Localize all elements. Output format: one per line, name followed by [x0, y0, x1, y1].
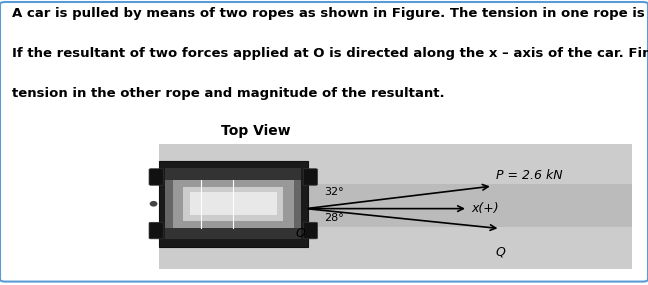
Bar [165, 168, 301, 180]
Text: Q: Q [496, 246, 505, 259]
FancyBboxPatch shape [303, 222, 318, 239]
FancyBboxPatch shape [303, 169, 318, 185]
Text: If the resultant of two forces applied at O is directed along the x – axis of th: If the resultant of two forces applied a… [12, 47, 648, 60]
Text: x(+): x(+) [471, 202, 499, 215]
Bar [165, 168, 301, 239]
Bar [159, 161, 308, 247]
Text: 28°: 28° [324, 213, 343, 223]
Text: O: O [295, 227, 306, 240]
Bar [173, 180, 294, 228]
Bar [159, 144, 632, 269]
Text: Top View: Top View [221, 124, 291, 138]
Text: A car is pulled by means of two ropes as shown in Figure. The tension in one rop: A car is pulled by means of two ropes as… [12, 7, 648, 20]
Text: tension in the other rope and magnitude of the resultant.: tension in the other rope and magnitude … [12, 87, 445, 100]
Text: P = 2.6 kN: P = 2.6 kN [496, 169, 562, 182]
Ellipse shape [150, 201, 157, 207]
Bar [165, 228, 301, 239]
Bar [159, 184, 632, 227]
FancyBboxPatch shape [149, 169, 163, 185]
Bar [190, 192, 277, 215]
FancyBboxPatch shape [149, 222, 163, 239]
Text: 32°: 32° [324, 187, 343, 197]
Bar [183, 187, 283, 221]
